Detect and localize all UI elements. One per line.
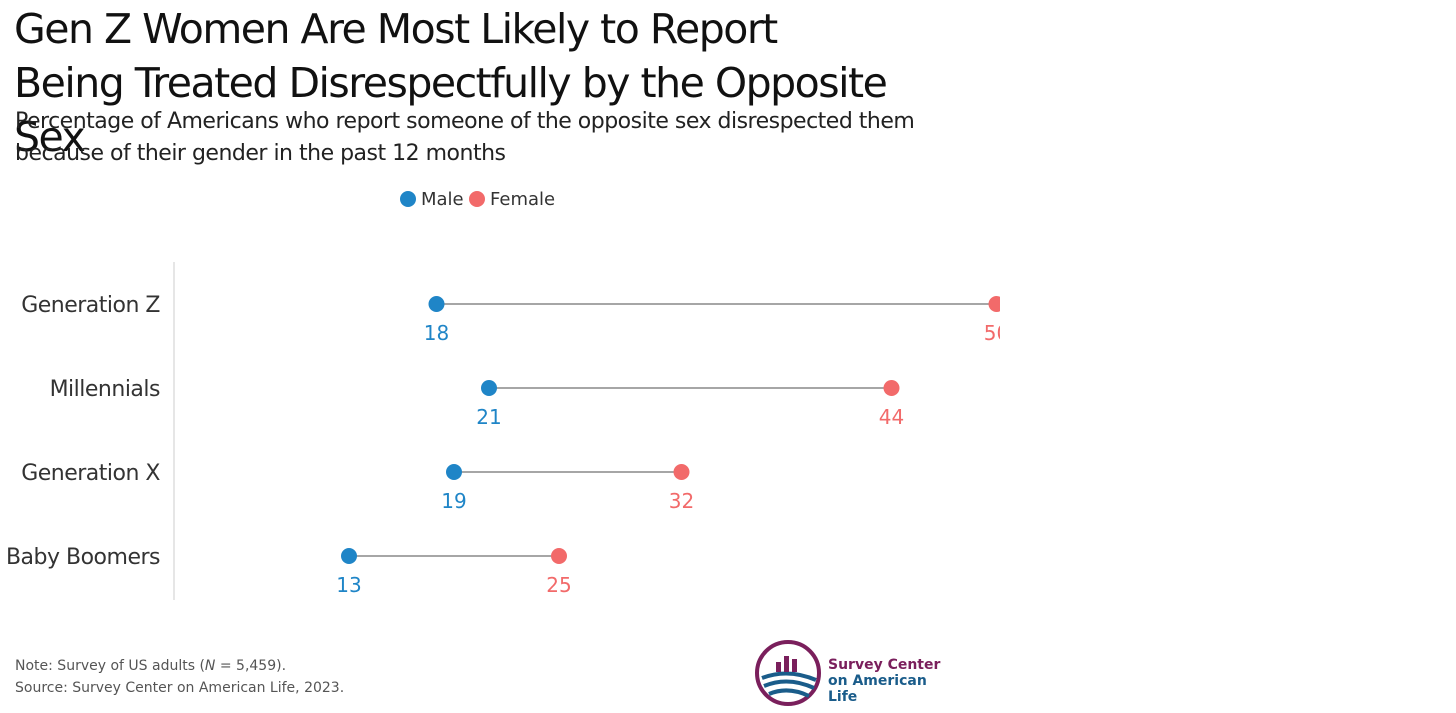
legend-label-male: Male: [421, 189, 464, 210]
male-value-label: 21: [476, 405, 501, 429]
male-point: [446, 464, 462, 480]
female-point: [988, 296, 1000, 312]
female-value-label: 25: [546, 573, 571, 597]
chart-subtitle: Percentage of Americans who report someo…: [15, 109, 915, 166]
row-generation-z: Generation Z 18 50: [21, 293, 1000, 345]
male-point: [341, 548, 357, 564]
category-label: Generation Z: [21, 293, 160, 318]
female-value-label: 50: [984, 321, 1000, 345]
male-value-label: 19: [441, 489, 466, 513]
male-value-label: 18: [424, 321, 449, 345]
row-millennials: Millennials 21 44: [50, 377, 905, 429]
legend-marker-male: [400, 191, 416, 207]
category-label: Baby Boomers: [6, 545, 160, 570]
dumbbell-chart: Male Female Generation Z 18 50 Millennials 21…: [6, 189, 1000, 600]
female-point: [673, 464, 690, 480]
male-point: [481, 380, 497, 396]
female-value-label: 32: [669, 489, 694, 513]
note-text: Note: Survey of US adults (N = 5,459).: [15, 658, 287, 674]
category-label: Millennials: [50, 377, 160, 402]
logo-text-line2: on American Life: [828, 673, 927, 705]
chart-title: Gen Z Women Are Most Likely to Report Be…: [14, 5, 888, 161]
row-generation-x: Generation X 19 32: [21, 461, 694, 513]
female-point: [883, 380, 900, 396]
male-point: [428, 296, 445, 312]
logo-emblem-icon: [755, 640, 821, 706]
legend-marker-female: [469, 191, 485, 207]
category-label: Generation X: [21, 461, 160, 486]
row-baby-boomers: Baby Boomers 13 25: [6, 545, 572, 597]
logo-text-line1: Survey Center: [828, 657, 941, 673]
male-value-label: 13: [336, 573, 361, 597]
source-text: Source: Survey Center on American Life, …: [15, 680, 345, 696]
legend: Male Female: [400, 189, 555, 210]
chart-rows: Generation Z 18 50 Millennials 21 44 Generatio…: [6, 293, 1000, 597]
female-value-label: 44: [879, 405, 904, 429]
chart-notes: Note: Survey of US adults (N = 5,459). S…: [15, 655, 344, 699]
legend-label-female: Female: [490, 189, 555, 210]
female-point: [551, 548, 567, 564]
survey-center-logo: Survey Center on American Life: [754, 638, 954, 708]
